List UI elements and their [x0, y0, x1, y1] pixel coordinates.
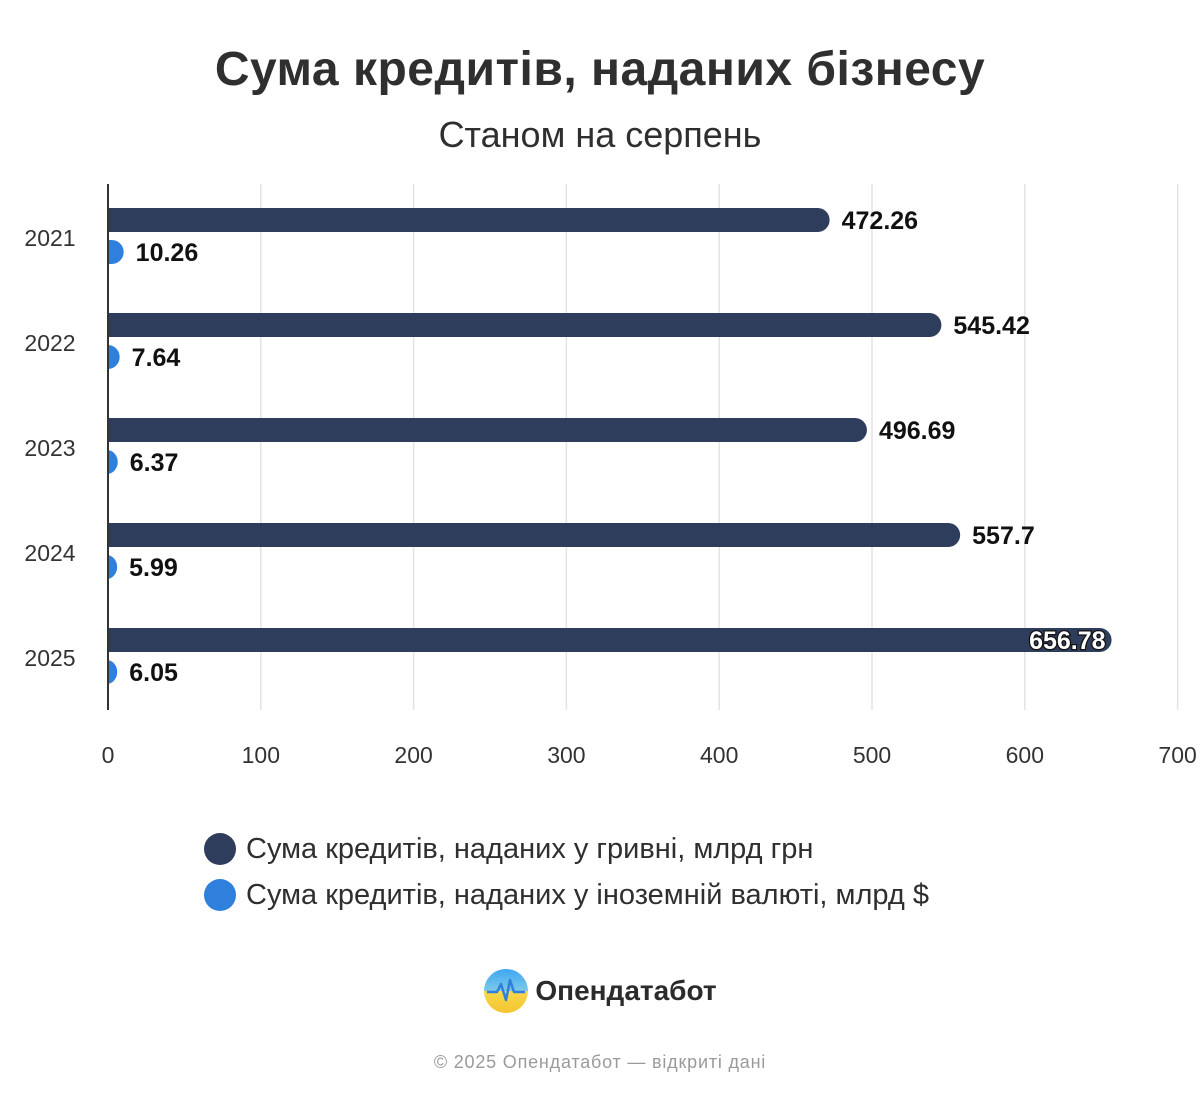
data-label: 656.78: [1029, 627, 1106, 655]
chart-title: Сума кредитів, наданих бізнесу: [214, 43, 986, 96]
bar: [96, 208, 830, 232]
data-label: 6.37: [130, 449, 179, 477]
x-tick-label: 0: [102, 742, 115, 768]
y-category-label: 2023: [24, 435, 75, 461]
bar-chart: 0 100 200 300 400 500 600 700 2021 472.26 10.26 202…: [0, 182, 1197, 768]
y-category-label: 2025: [24, 645, 75, 671]
x-tick-label: 600: [1006, 742, 1044, 768]
data-label: 496.69: [879, 417, 955, 445]
y-category-label: 2021: [24, 225, 75, 251]
data-label: 545.42: [953, 312, 1029, 340]
y-category-label: 2022: [24, 330, 75, 356]
brand: Опендатабот: [0, 968, 1200, 1014]
data-label: 557.7: [972, 522, 1035, 550]
data-label: 7.64: [132, 344, 181, 372]
axis-mask: [0, 182, 107, 712]
legend-label-fx: Сума кредитів, наданих у іноземній валют…: [246, 878, 929, 911]
x-tick-label: 700: [1158, 742, 1196, 768]
legend-marker-fx: [204, 879, 236, 911]
footer-copyright: © 2025 Опендатабот — відкриті дані: [433, 1052, 767, 1072]
x-tick-label: 500: [853, 742, 891, 768]
brand-name: Опендатабот: [535, 975, 717, 1006]
bar: [96, 628, 1112, 652]
data-label: 6.05: [129, 659, 178, 687]
legend-label-uah: Сума кредитів, наданих у гривні, млрд гр…: [246, 832, 814, 865]
legend: Сума кредитів, наданих у гривні, млрд гр…: [204, 826, 929, 918]
legend-item-fx: Сума кредитів, наданих у іноземній валют…: [204, 872, 929, 918]
opendatabot-logo-icon: [484, 969, 529, 1013]
chart-subtitle: Станом на серпень: [438, 114, 762, 155]
x-tick-label: 400: [700, 742, 738, 768]
data-label: 5.99: [129, 554, 178, 582]
y-category-label: 2024: [24, 540, 75, 566]
bar: [96, 313, 942, 337]
x-tick-label: 200: [394, 742, 432, 768]
data-label: 472.26: [842, 207, 918, 235]
bar: [96, 418, 867, 442]
x-tick-label: 100: [242, 742, 280, 768]
x-tick-label: 300: [547, 742, 585, 768]
data-label: 10.26: [136, 239, 199, 267]
bar: [96, 523, 961, 547]
legend-marker-uah: [204, 833, 236, 865]
legend-item-uah: Сума кредитів, наданих у гривні, млрд гр…: [204, 826, 929, 872]
